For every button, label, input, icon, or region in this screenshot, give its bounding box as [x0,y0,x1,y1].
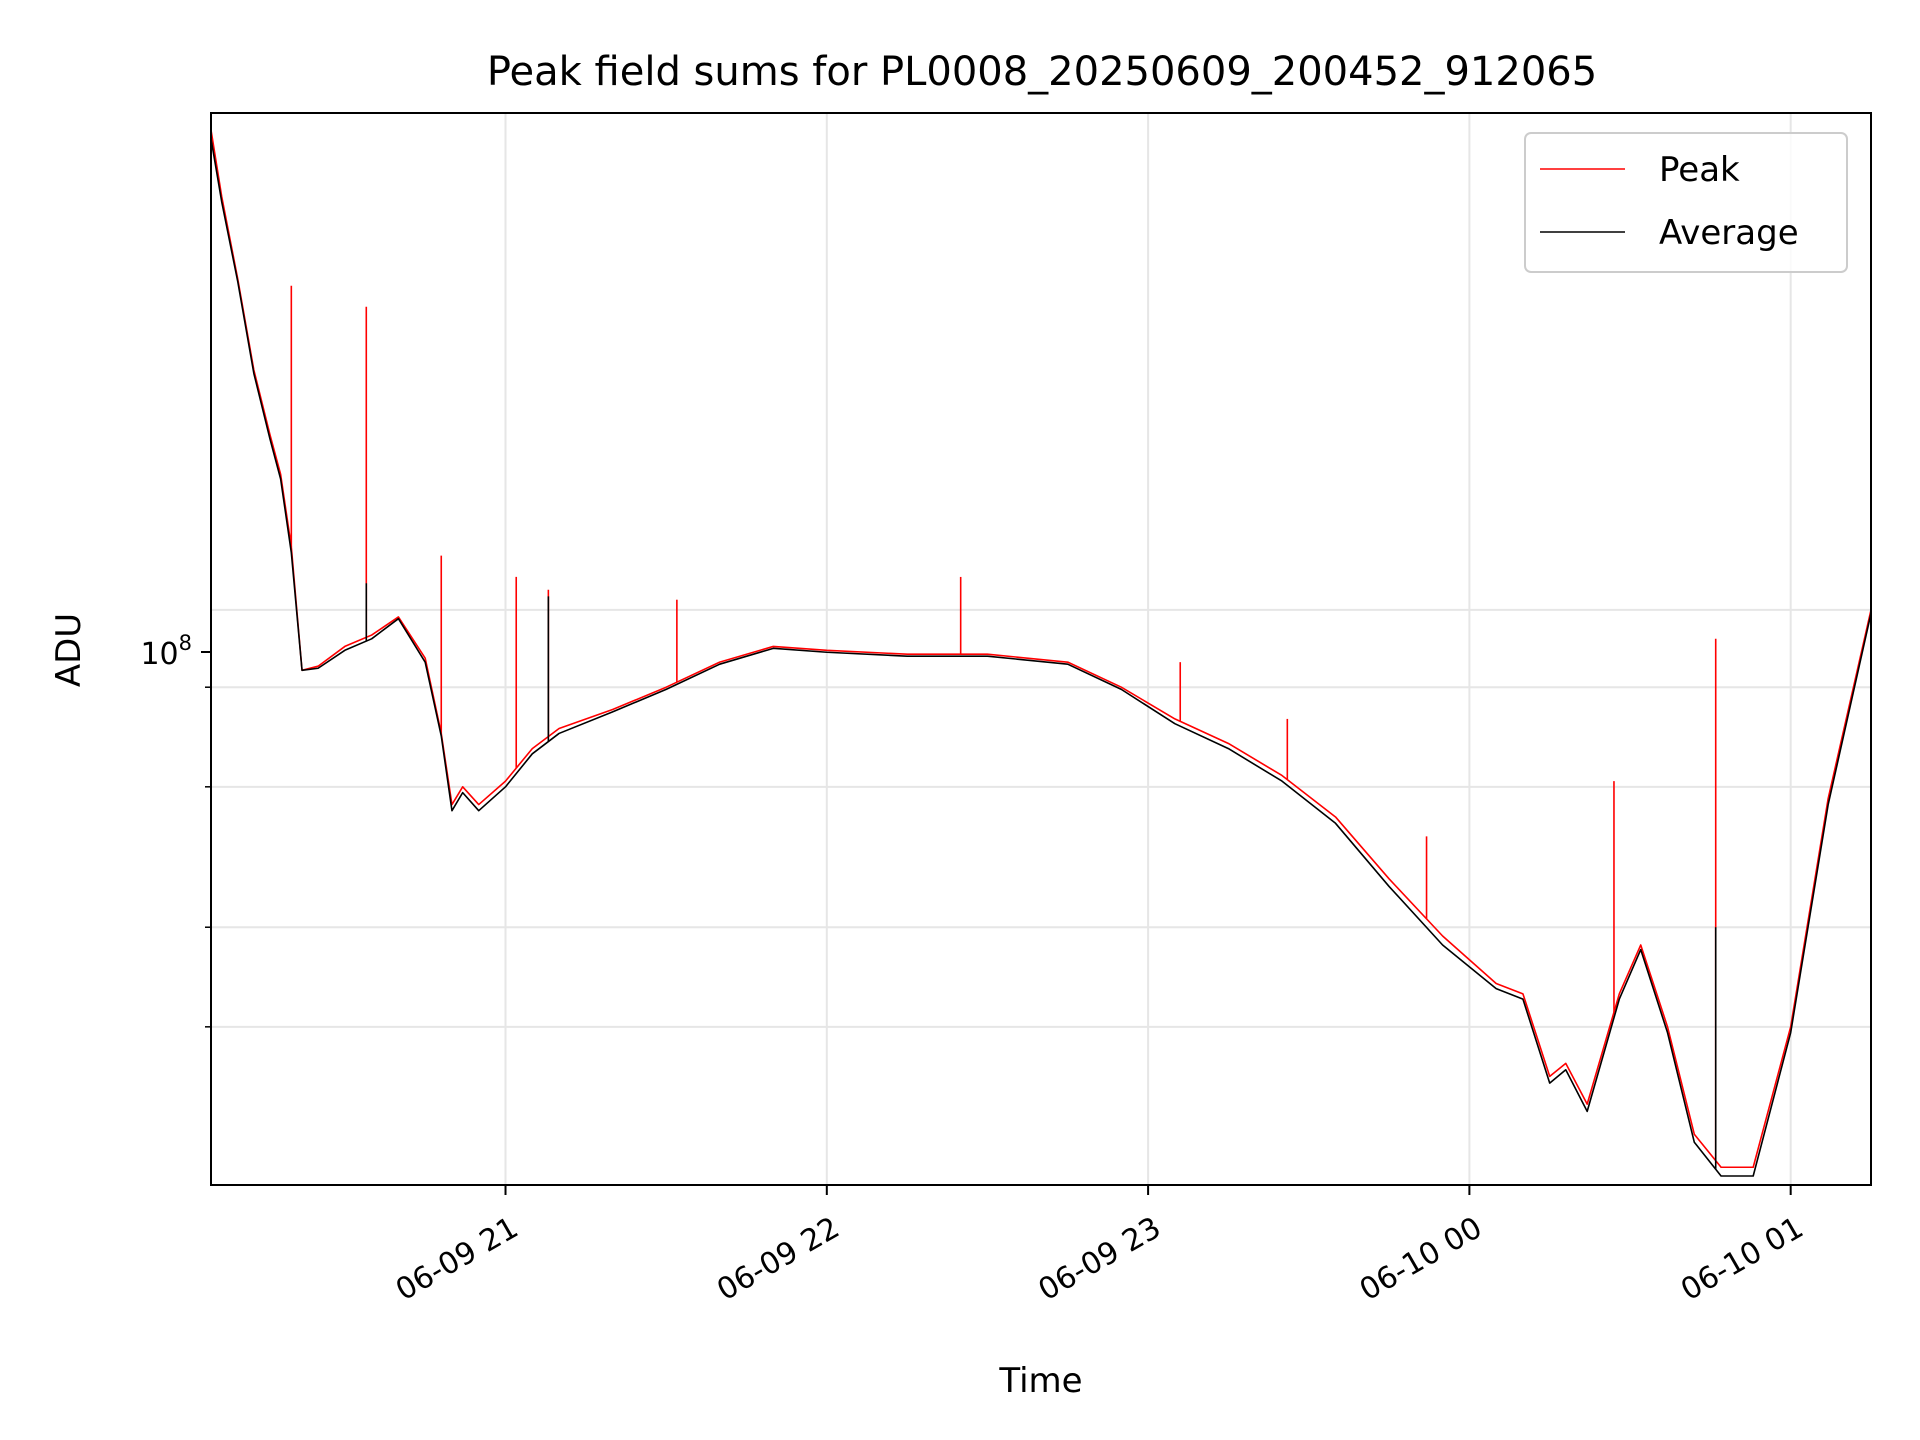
x-axis-label: Time [998,1361,1082,1401]
series-layer [211,129,1871,1177]
grid [211,113,1871,1185]
y-axis-label: ADU [49,613,89,687]
series-line-average [211,138,1871,1177]
legend-label-average: Average [1659,213,1799,253]
y-axis: 108 [140,631,211,1028]
series-line-peak [211,129,1871,1169]
legend-label-peak: Peak [1659,150,1740,190]
y-tick-exponent: 8 [179,631,192,655]
y-tick-base: 10 [140,637,178,672]
y-tick-label: 108 [140,631,192,672]
legend: Peak Average [1524,132,1848,273]
chart-title: Peak field sums for PL0008_20250609_2004… [487,49,1597,95]
legend-box [1524,132,1848,273]
plot-frame [210,112,1872,1186]
